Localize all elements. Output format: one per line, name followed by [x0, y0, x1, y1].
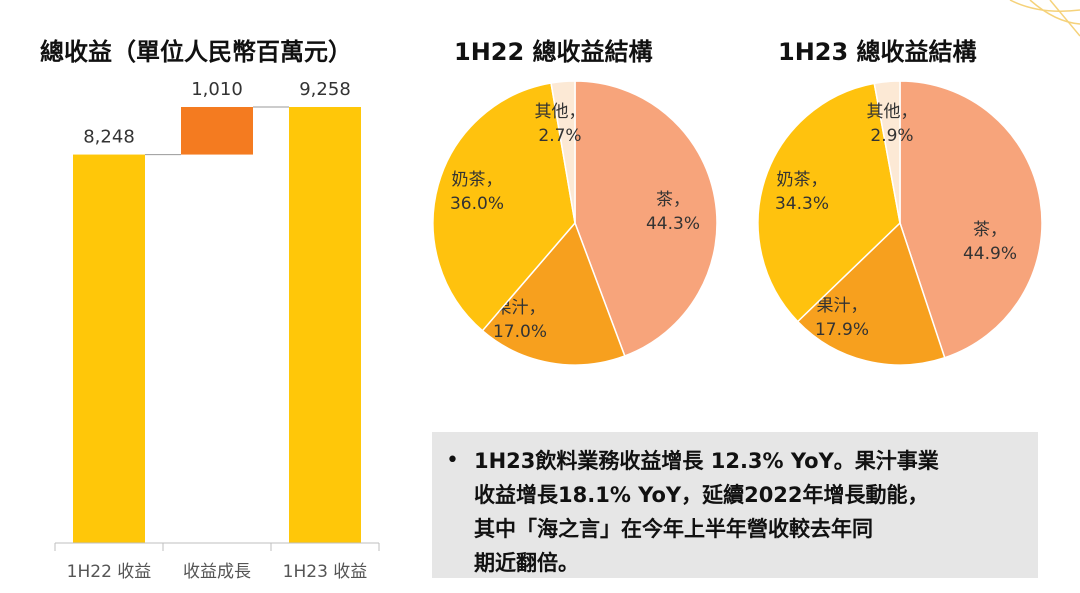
summary-box: • 1H23飲料業務收益增長 12.3% YoY。果汁事業 收益增長18.1% …	[432, 432, 1038, 578]
summary-bullet: • 1H23飲料業務收益增長 12.3% YoY。果汁事業 收益增長18.1% …	[446, 444, 1020, 580]
pie-slice-3	[757, 82, 901, 323]
pie-slice-name-1: 茶，	[656, 190, 690, 210]
pie-slice-name-2: 果汁，	[817, 296, 868, 316]
corner-decoration	[1009, 0, 1080, 37]
pie-1h22-title: 1H22 總收益結構	[454, 38, 653, 66]
waterfall-value-label-2: 1,010	[191, 79, 243, 100]
summary-line-4: 期近翻倍。	[474, 551, 579, 575]
pie-slice-4	[873, 80, 901, 224]
pie-slice-value-1: 44.3%	[646, 214, 700, 234]
waterfall-category-label-1: 1H22 收益	[67, 562, 152, 582]
pie-slice-value-4: 2.9%	[870, 126, 913, 146]
pie-slice-value-2: 17.9%	[815, 320, 869, 340]
pie-slice-2	[481, 221, 626, 366]
pie-slice-value-1: 44.9%	[963, 244, 1017, 264]
pie-slice-name-2: 果汁，	[495, 298, 546, 318]
summary-line-1: 1H23飲料業務收益增長 12.3% YoY。果汁事業	[474, 449, 939, 473]
pie-slice-4	[550, 80, 576, 224]
pie-slice-name-4: 其他，	[867, 102, 918, 122]
summary-line-3: 其中「海之言」在今年上半年營收較去年同	[474, 517, 873, 541]
waterfall-bar-1	[73, 154, 145, 543]
waterfall-chart: 8,248 1,010 9,258 1H22 收益 收益成長 1H23 收益	[54, 79, 380, 582]
waterfall-category-label-3: 1H23 收益	[283, 562, 368, 582]
waterfall-value-label-3: 9,258	[299, 79, 351, 100]
pie-slice-value-3: 34.3%	[775, 194, 829, 214]
waterfall-bar-3	[289, 107, 361, 543]
pie-slice-3	[432, 82, 576, 332]
pie-slice-1	[899, 80, 1043, 359]
pie-slice-name-3: 奶茶，	[777, 170, 828, 190]
pie-1h23-chart: 茶， 44.9% 果汁， 17.9% 奶茶， 34.3% 其他， 2.9%	[757, 80, 1043, 366]
pie-slice-name-1: 茶，	[973, 220, 1007, 240]
waterfall-value-label-1: 8,248	[83, 127, 135, 148]
summary-line-2: 收益增長18.1% YoY，延續2022年增長動能，	[474, 483, 929, 507]
waterfall-bar-2	[181, 107, 253, 155]
pie-slice-name-4: 其他，	[535, 102, 586, 122]
pie-slice-value-2: 17.0%	[493, 322, 547, 342]
pie-slice-1	[574, 80, 718, 357]
pie-1h22-chart: 茶， 44.3% 果汁， 17.0% 奶茶， 36.0% 其他， 2.7%	[432, 80, 718, 366]
waterfall-title: 總收益（單位人民幣百萬元）	[40, 38, 352, 66]
waterfall-category-label-2: 收益成長	[183, 562, 251, 582]
pie-slice-value-4: 2.7%	[538, 126, 581, 146]
pie-1h23-title: 1H23 總收益結構	[778, 38, 977, 66]
pie-slice-name-3: 奶茶，	[452, 170, 503, 190]
bullet-icon: •	[446, 448, 459, 473]
pie-slice-2	[796, 221, 946, 366]
pie-slice-value-3: 36.0%	[450, 194, 504, 214]
